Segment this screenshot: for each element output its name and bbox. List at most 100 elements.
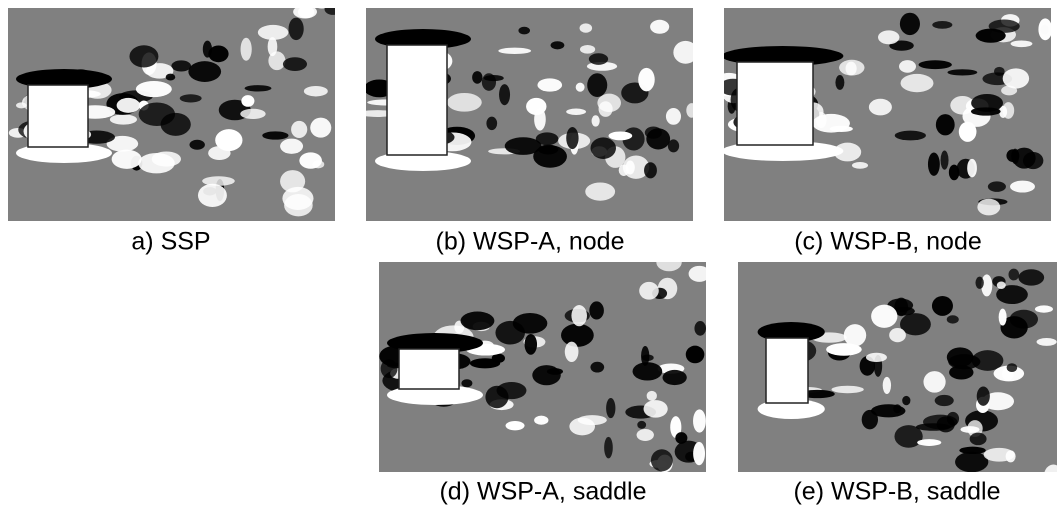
flow-blob: [976, 29, 1006, 43]
flow-blob: [947, 347, 974, 367]
flow-blob: [189, 140, 204, 150]
flow-blob: [826, 343, 862, 356]
flow-blob: [1003, 102, 1015, 119]
flow-blob: [984, 448, 1015, 462]
flow-blob: [650, 20, 669, 34]
flow-blob: [495, 321, 525, 345]
flow-blob: [310, 118, 331, 138]
flow-blob: [967, 159, 977, 178]
flow-blob: [1035, 305, 1053, 312]
flow-blob: [928, 153, 940, 176]
flow-blob: [663, 370, 687, 385]
flow-blob: [936, 114, 955, 135]
flow-blob: [1030, 0, 1041, 2]
flow-blob: [999, 309, 1007, 326]
flow-blob: [839, 60, 864, 76]
flow-blob: [970, 433, 987, 445]
flow-blob: [532, 365, 560, 385]
flow-blob: [283, 57, 307, 71]
flow-blob: [241, 38, 252, 61]
flow-blob: [304, 86, 328, 97]
figure: a) SSP (b) WSP-A, node (c) WSP-B, node (…: [0, 0, 1057, 512]
flow-blob: [916, 423, 951, 431]
flow-blob: [949, 365, 973, 379]
flow-blob: [606, 398, 615, 418]
flow-blob: [608, 131, 632, 140]
flow-blob: [1038, 18, 1052, 40]
flow-blob: [878, 30, 899, 44]
flow-blob: [484, 75, 504, 81]
flow-blob: [997, 282, 1006, 289]
square-cylinder: [28, 85, 88, 147]
panel-caption: (c) WSP-B, node: [794, 228, 982, 256]
flow-blob: [112, 150, 142, 169]
flow-blob: [1018, 269, 1044, 285]
flow-blob: [883, 377, 891, 394]
flow-blob: [139, 102, 175, 126]
flow-blob: [589, 301, 604, 319]
flow-blob: [686, 346, 705, 364]
flow-blob: [497, 382, 527, 399]
flow-blob: [893, 404, 901, 413]
flow-blob: [686, 103, 697, 118]
flow-blob: [694, 321, 706, 336]
flow-blob: [919, 60, 952, 69]
flow-blob: [844, 324, 866, 346]
flow-blob: [637, 421, 646, 429]
flow-blob: [171, 60, 191, 71]
flow-blob: [561, 324, 594, 347]
flow-blob: [461, 311, 495, 330]
flow-blob: [566, 127, 578, 149]
flow-blob: [597, 94, 621, 112]
flow-blob: [591, 137, 616, 159]
flow-blob: [693, 409, 706, 432]
flow-blob: [136, 81, 172, 97]
flow-blob: [917, 439, 941, 446]
flow-blob: [646, 128, 670, 149]
flow-blob: [1008, 269, 1019, 281]
flow-blob: [935, 395, 954, 406]
flow-blob: [923, 371, 945, 393]
panel: (b) WSP-A, node: [358, 0, 698, 256]
panel-caption: a) SSP: [131, 228, 210, 256]
flow-blob: [656, 253, 681, 271]
flow-blob: [626, 161, 635, 175]
flow-blob: [947, 315, 959, 323]
flow-blob: [866, 353, 887, 362]
square-cylinder: [766, 338, 808, 403]
flow-blob: [499, 84, 510, 105]
flow-blob: [202, 176, 235, 186]
flow-blob: [587, 73, 607, 97]
flow-blob: [852, 162, 868, 169]
flow-blob: [325, 3, 342, 15]
flow-blob: [578, 415, 607, 425]
panel: a) SSP: [8, 0, 342, 256]
flow-blob: [592, 115, 600, 126]
flow-blob: [533, 145, 567, 168]
flow-blob: [576, 83, 585, 92]
flow-blob: [994, 67, 1005, 76]
flow-blob: [585, 182, 615, 200]
flow-blob: [959, 447, 986, 454]
flow-blob: [988, 181, 1006, 192]
panel: (d) WSP-A, saddle: [379, 253, 710, 505]
flow-blob: [447, 93, 482, 112]
flow-blob: [262, 131, 288, 139]
flow-blob: [831, 386, 863, 393]
panel-caption: (e) WSP-B, saddle: [793, 478, 1000, 506]
flow-blob: [461, 379, 472, 387]
flow-blob: [1007, 363, 1018, 372]
flow-blob: [590, 362, 604, 373]
flow-blob: [647, 391, 657, 401]
flow-blob: [180, 94, 202, 102]
flow-blob: [941, 151, 949, 170]
flow-blob: [644, 400, 668, 418]
flow-blob: [525, 334, 537, 355]
flow-blob: [589, 53, 608, 65]
flow-blob: [901, 74, 934, 92]
flow-blob: [580, 23, 593, 32]
flow-blob: [975, 277, 983, 289]
flow-blob: [518, 27, 530, 35]
flow-blob: [673, 41, 697, 64]
flow-blob: [534, 108, 546, 131]
